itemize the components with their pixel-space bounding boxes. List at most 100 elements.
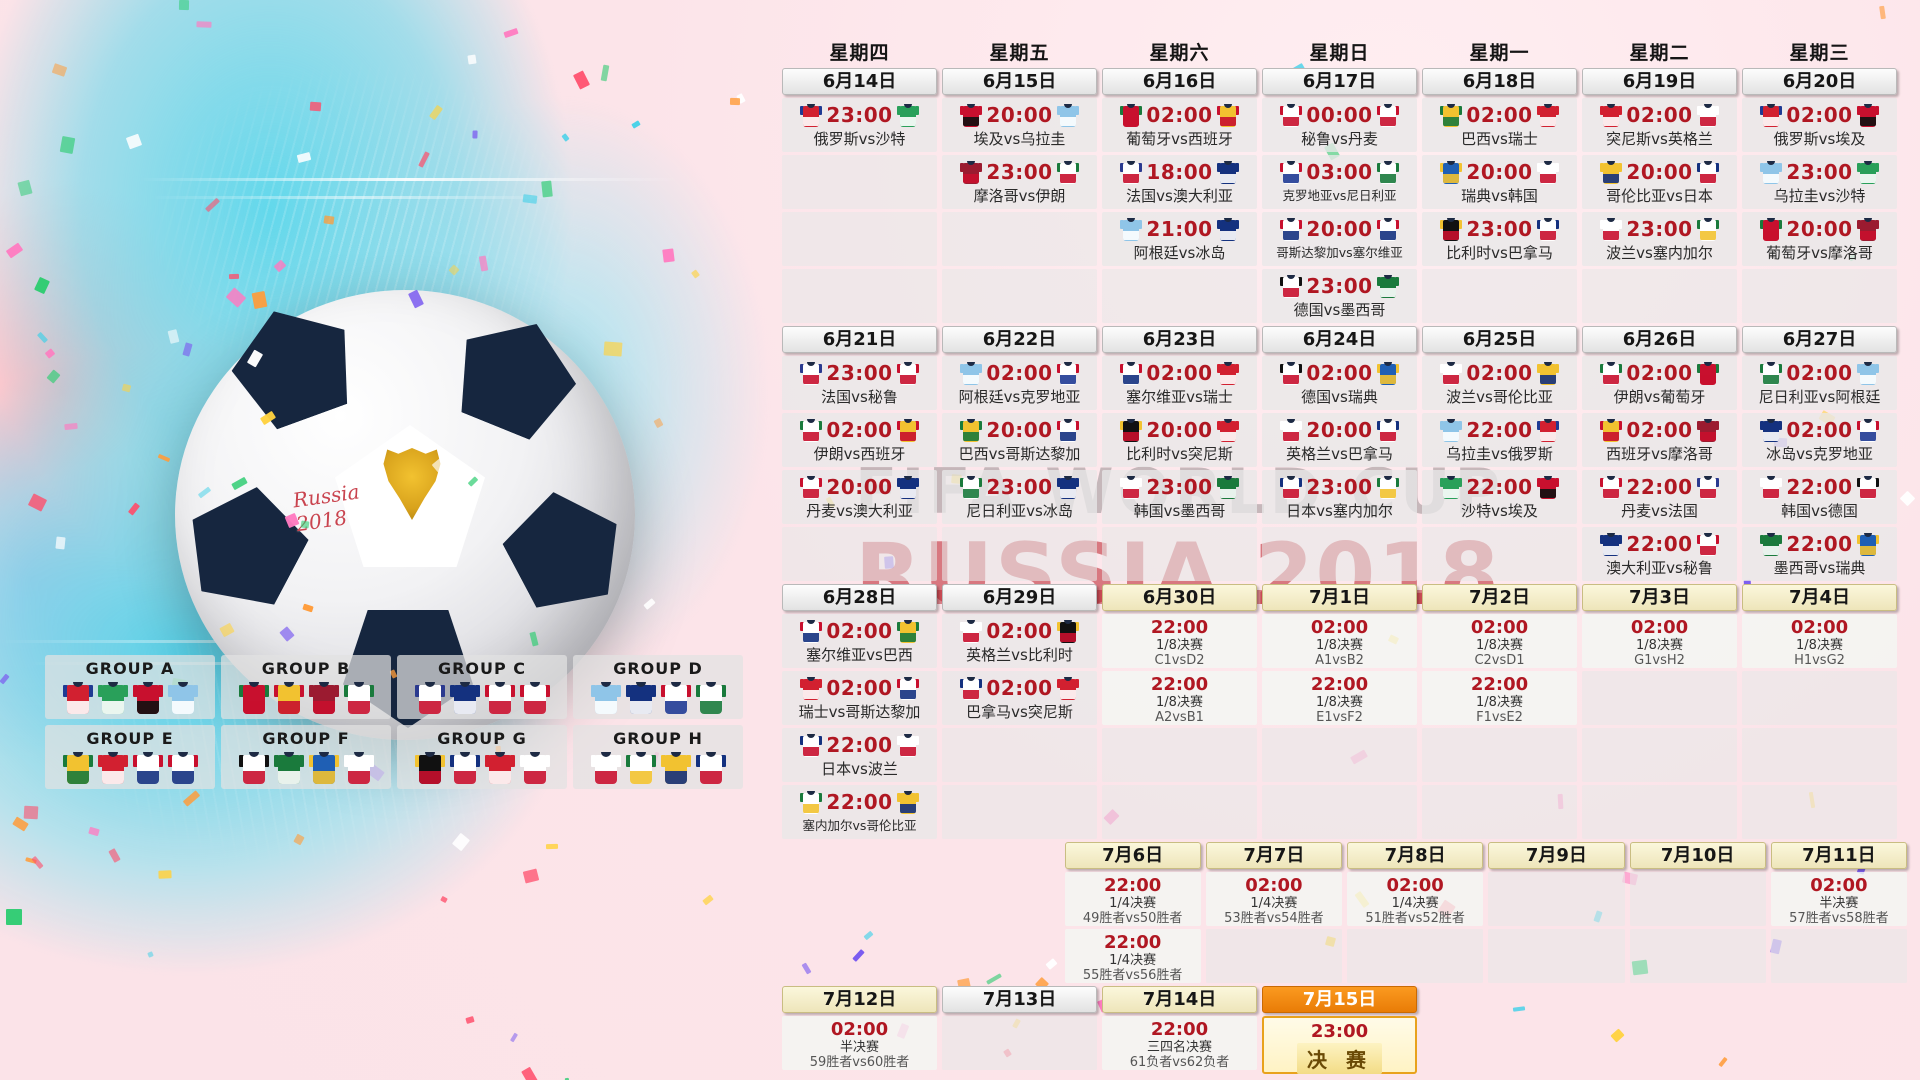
match-cell[interactable]: 20:00 巴西vs哥斯达黎加 (942, 413, 1097, 467)
match-cell[interactable]: 02:00 塞尔维亚vs巴西 (782, 614, 937, 668)
date-label[interactable]: 6月29日 (942, 584, 1097, 611)
match-cell[interactable]: 22:00 日本vs波兰 (782, 728, 937, 782)
match-cell[interactable]: 23:00 比利时vs巴拿马 (1422, 212, 1577, 266)
match-cell[interactable]: 02:00 巴拿马vs突尼斯 (942, 671, 1097, 725)
knockout-match-cell[interactable]: 22:00 三四名决赛 61负者vs62负者 (1102, 1016, 1257, 1070)
match-cell[interactable]: 23:00 摩洛哥vs伊朗 (942, 155, 1097, 209)
match-cell[interactable]: 02:00 伊朗vs西班牙 (782, 413, 937, 467)
date-label[interactable]: 7月6日 (1064, 842, 1201, 869)
knockout-match-cell[interactable]: 02:00 1/8决赛 G1vsH2 (1582, 614, 1737, 668)
match-cell[interactable]: 00:00 秘鲁vs丹麦 (1262, 98, 1417, 152)
knockout-match-cell[interactable]: 22:00 1/4决赛 55胜者vs56胜者 (1064, 929, 1201, 983)
date-label[interactable]: 6月21日 (782, 326, 937, 353)
date-label[interactable]: 7月11日 (1770, 842, 1907, 869)
date-label[interactable]: 7月4日 (1742, 584, 1897, 611)
knockout-match-cell[interactable]: 02:00 半决赛 59胜者vs60胜者 (782, 1016, 937, 1070)
match-cell[interactable]: 20:00 哥伦比亚vs日本 (1582, 155, 1737, 209)
date-label[interactable]: 6月23日 (1102, 326, 1257, 353)
knockout-match-cell[interactable]: 02:00 1/8决赛 A1vsB2 (1262, 614, 1417, 668)
date-label[interactable]: 6月19日 (1582, 68, 1737, 95)
group-box-group-f[interactable]: GROUP F (221, 725, 391, 789)
match-cell[interactable]: 02:00 波兰vs哥伦比亚 (1422, 356, 1577, 410)
match-cell[interactable]: 02:00 突尼斯vs英格兰 (1582, 98, 1737, 152)
match-cell[interactable]: 23:00 日本vs塞内加尔 (1262, 470, 1417, 524)
date-label[interactable]: 7月9日 (1488, 842, 1625, 869)
date-label[interactable]: 7月8日 (1347, 842, 1484, 869)
match-cell[interactable]: 02:00 塞尔维亚vs瑞士 (1102, 356, 1257, 410)
group-box-group-d[interactable]: GROUP D (573, 655, 743, 719)
match-cell[interactable]: 22:00 墨西哥vs瑞典 (1742, 527, 1897, 581)
match-cell[interactable]: 02:00 瑞士vs哥斯达黎加 (782, 671, 937, 725)
match-cell[interactable]: 02:00 尼日利亚vs阿根廷 (1742, 356, 1897, 410)
date-label[interactable]: 7月10日 (1629, 842, 1766, 869)
match-cell[interactable]: 02:00 冰岛vs克罗地亚 (1742, 413, 1897, 467)
match-cell[interactable]: 20:00 瑞典vs韩国 (1422, 155, 1577, 209)
date-label[interactable]: 6月25日 (1422, 326, 1577, 353)
date-label[interactable]: 6月24日 (1262, 326, 1417, 353)
match-cell[interactable]: 02:00 西班牙vs摩洛哥 (1582, 413, 1737, 467)
date-label[interactable]: 7月2日 (1422, 584, 1577, 611)
date-label[interactable]: 6月16日 (1102, 68, 1257, 95)
date-label[interactable]: 7月7日 (1205, 842, 1342, 869)
match-cell[interactable]: 22:00 澳大利亚vs秘鲁 (1582, 527, 1737, 581)
match-cell[interactable]: 23:00 德国vs墨西哥 (1262, 269, 1417, 323)
match-cell[interactable]: 21:00 阿根廷vs冰岛 (1102, 212, 1257, 266)
group-box-group-e[interactable]: GROUP E (45, 725, 215, 789)
match-cell[interactable]: 02:00 葡萄牙vs西班牙 (1102, 98, 1257, 152)
match-cell[interactable]: 22:00 塞内加尔vs哥伦比亚 (782, 785, 937, 839)
match-cell[interactable]: 02:00 俄罗斯vs埃及 (1742, 98, 1897, 152)
match-cell[interactable]: 22:00 沙特vs埃及 (1422, 470, 1577, 524)
knockout-match-cell[interactable]: 22:00 1/8决赛 A2vsB1 (1102, 671, 1257, 725)
group-box-group-h[interactable]: GROUP H (573, 725, 743, 789)
date-label[interactable]: 7月3日 (1582, 584, 1737, 611)
match-cell[interactable]: 02:00 英格兰vs比利时 (942, 614, 1097, 668)
knockout-match-cell[interactable]: 22:00 1/8决赛 E1vsF2 (1262, 671, 1417, 725)
match-cell[interactable]: 23:00 尼日利亚vs冰岛 (942, 470, 1097, 524)
group-box-group-g[interactable]: GROUP G (397, 725, 567, 789)
match-cell[interactable]: 22:00 韩国vs德国 (1742, 470, 1897, 524)
match-cell[interactable]: 18:00 法国vs澳大利亚 (1102, 155, 1257, 209)
match-cell[interactable]: 20:00 比利时vs突尼斯 (1102, 413, 1257, 467)
date-label[interactable]: 7月1日 (1262, 584, 1417, 611)
match-cell[interactable]: 22:00 丹麦vs法国 (1582, 470, 1737, 524)
date-label[interactable]: 6月30日 (1102, 584, 1257, 611)
match-cell[interactable]: 02:00 伊朗vs葡萄牙 (1582, 356, 1737, 410)
date-label[interactable]: 6月15日 (942, 68, 1097, 95)
date-label[interactable]: 6月28日 (782, 584, 937, 611)
match-cell[interactable]: 02:00 巴西vs瑞士 (1422, 98, 1577, 152)
group-box-group-c[interactable]: GROUP C (397, 655, 567, 719)
match-cell[interactable]: 23:00 乌拉圭vs沙特 (1742, 155, 1897, 209)
match-cell[interactable]: 03:00 克罗地亚vs尼日利亚 (1262, 155, 1417, 209)
date-label[interactable]: 6月14日 (782, 68, 937, 95)
match-cell[interactable]: 23:00 韩国vs墨西哥 (1102, 470, 1257, 524)
match-cell[interactable]: 23:00 俄罗斯vs沙特 (782, 98, 937, 152)
knockout-match-cell[interactable]: 02:00 1/8决赛 C2vsD1 (1422, 614, 1577, 668)
knockout-match-cell[interactable]: 02:00 半决赛 57胜者vs58胜者 (1770, 872, 1907, 926)
match-cell[interactable]: 20:00 哥斯达黎加vs塞尔维亚 (1262, 212, 1417, 266)
match-cell[interactable]: 20:00 丹麦vs澳大利亚 (782, 470, 937, 524)
date-label[interactable]: 6月22日 (942, 326, 1097, 353)
date-label[interactable]: 6月18日 (1422, 68, 1577, 95)
knockout-match-cell[interactable]: 02:00 1/4决赛 53胜者vs54胜者 (1205, 872, 1342, 926)
match-cell[interactable]: 20:00 英格兰vs巴拿马 (1262, 413, 1417, 467)
match-cell[interactable]: 20:00 埃及vs乌拉圭 (942, 98, 1097, 152)
match-cell[interactable]: 23:00 波兰vs塞内加尔 (1582, 212, 1737, 266)
date-label[interactable]: 7月14日 (1102, 986, 1257, 1013)
date-label[interactable]: 7月13日 (942, 986, 1097, 1013)
match-cell[interactable]: 20:00 葡萄牙vs摩洛哥 (1742, 212, 1897, 266)
knockout-match-cell[interactable]: 02:00 1/4决赛 51胜者vs52胜者 (1347, 872, 1484, 926)
knockout-match-cell[interactable]: 22:00 1/4决赛 49胜者vs50胜者 (1064, 872, 1201, 926)
match-cell[interactable]: 22:00 乌拉圭vs俄罗斯 (1422, 413, 1577, 467)
date-label[interactable]: 7月15日 (1262, 986, 1417, 1013)
knockout-match-cell[interactable]: 22:00 1/8决赛 F1vsE2 (1422, 671, 1577, 725)
group-box-group-b[interactable]: GROUP B (221, 655, 391, 719)
date-label[interactable]: 7月12日 (782, 986, 937, 1013)
date-label[interactable]: 6月26日 (1582, 326, 1737, 353)
match-cell[interactable]: 02:00 阿根廷vs克罗地亚 (942, 356, 1097, 410)
match-cell[interactable]: 23:00 法国vs秘鲁 (782, 356, 937, 410)
date-label[interactable]: 6月17日 (1262, 68, 1417, 95)
date-label[interactable]: 6月20日 (1742, 68, 1897, 95)
knockout-match-cell[interactable]: 02:00 1/8决赛 H1vsG2 (1742, 614, 1897, 668)
group-box-group-a[interactable]: GROUP A (45, 655, 215, 719)
knockout-match-cell[interactable]: 22:00 1/8决赛 C1vsD2 (1102, 614, 1257, 668)
